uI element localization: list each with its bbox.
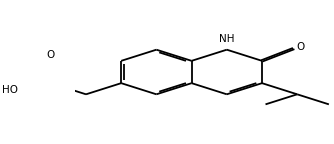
Text: HO: HO (2, 85, 18, 95)
Text: NH: NH (219, 34, 234, 44)
Text: O: O (297, 42, 305, 52)
Text: O: O (47, 50, 55, 60)
